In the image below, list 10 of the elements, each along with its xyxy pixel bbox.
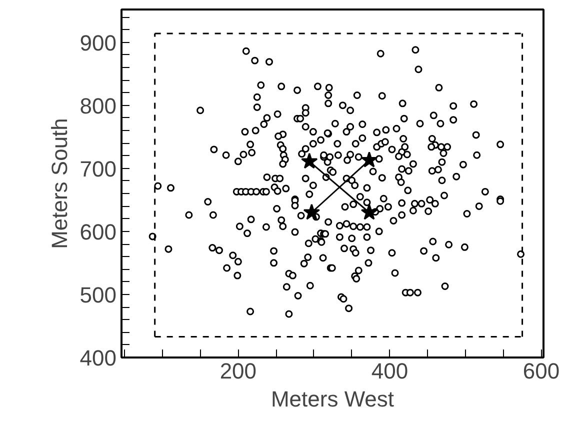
x-tick-label: 600 bbox=[522, 358, 560, 384]
y-tick-label: 600 bbox=[80, 219, 117, 244]
x-axis-title: Meters West bbox=[270, 386, 394, 412]
y-tick-label: 500 bbox=[80, 282, 117, 308]
x-tick-label: 200 bbox=[220, 358, 257, 384]
y-tick-label: 900 bbox=[80, 30, 117, 56]
y-tick-label: 800 bbox=[80, 93, 117, 118]
y-axis-title: Meters South bbox=[46, 118, 72, 249]
y-tick-label: 700 bbox=[80, 156, 117, 182]
x-tick-label: 400 bbox=[371, 358, 408, 384]
